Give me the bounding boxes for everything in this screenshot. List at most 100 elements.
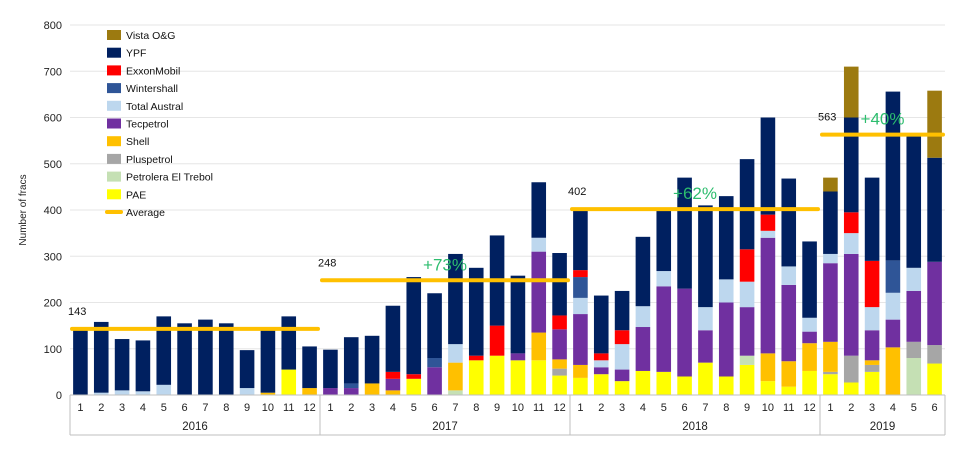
bar-segment	[448, 344, 463, 363]
y-axis-label: Number of fracs	[18, 174, 29, 245]
bar-segment	[364, 335, 380, 384]
bar-segment	[573, 314, 588, 365]
bar-segment	[802, 343, 817, 371]
bar-segment	[552, 375, 567, 395]
bar-segment	[843, 382, 859, 395]
growth-label: +62%	[673, 184, 717, 203]
y-tick-label: 200	[44, 298, 62, 310]
bar-segment	[635, 306, 651, 328]
legend-label: ExxonMobil	[126, 65, 180, 77]
x-tick-label: 2	[98, 402, 104, 414]
growth-label: +73%	[423, 255, 467, 274]
bar-segment	[343, 388, 359, 395]
bar-segment	[531, 182, 547, 238]
bar-segment	[718, 279, 734, 303]
bar-segment	[177, 323, 192, 395]
legend-swatch	[107, 47, 121, 58]
legend-swatch	[107, 100, 121, 111]
bar-segment	[239, 388, 255, 395]
bar-segment	[885, 260, 901, 293]
bar-segment	[656, 286, 672, 372]
bar-segment	[302, 346, 317, 389]
bar-segment	[73, 328, 88, 395]
x-tick-label: 4	[890, 402, 896, 414]
x-tick-label: 3	[619, 402, 625, 414]
x-tick-label: 7	[702, 402, 708, 414]
bar-segment	[823, 371, 838, 375]
bars	[73, 66, 942, 395]
bar-segment	[781, 284, 797, 362]
x-tick-label: 6	[682, 402, 688, 414]
bar-segment	[385, 378, 401, 391]
bar-segment	[843, 355, 859, 383]
legend: Vista O&G YPF ExxonMobil Wintershall Total A…	[105, 30, 213, 219]
x-tick-label: 9	[244, 402, 250, 414]
bar-segment	[760, 117, 776, 215]
bar-segment	[573, 364, 588, 378]
legend-label: Pluspetrol	[126, 154, 173, 166]
legend-swatch	[107, 171, 121, 182]
x-tick-label: 7	[202, 402, 208, 414]
y-tick-label: 100	[44, 344, 62, 356]
bar-segment	[260, 392, 276, 395]
x-tick-label: 1	[77, 402, 83, 414]
bar-segment	[552, 329, 567, 360]
bar-segment	[385, 371, 401, 379]
legend-swatch	[107, 189, 121, 200]
x-tick-label: 6	[182, 402, 188, 414]
bar-segment	[489, 325, 505, 356]
bar-segment	[635, 236, 651, 307]
bar-segment	[552, 315, 567, 330]
bar-segment	[843, 253, 859, 356]
bar-segment	[739, 281, 755, 308]
x-tick-label: 10	[762, 402, 774, 414]
bar-segment	[93, 321, 109, 393]
year-label: 2017	[432, 421, 458, 433]
legend-label: Tecpetrol	[126, 119, 169, 131]
x-tick-label: 4	[140, 402, 146, 414]
bar-segment	[864, 260, 880, 308]
x-tick-label: 3	[119, 402, 125, 414]
bar-segment	[198, 319, 213, 395]
average-value-label: 563	[818, 112, 836, 124]
bar-segment	[864, 371, 880, 395]
x-tick-label: 1	[827, 402, 833, 414]
bar-segment	[573, 270, 588, 278]
bar-segment	[823, 341, 838, 372]
x-tick-label: 2	[848, 402, 854, 414]
bar-segment	[239, 350, 255, 389]
x-tick-label: 4	[390, 402, 396, 414]
y-tick-label: 0	[56, 390, 62, 402]
bar-segment	[739, 159, 755, 250]
bar-segment	[698, 330, 713, 363]
x-tick-label: 11	[783, 402, 794, 414]
bar-segment	[573, 377, 588, 395]
bar-segment	[823, 177, 838, 192]
x-axis: 1 2 3 4 5 6 7 8 9 10 11 12 1 2 3 4 5 6 7 8 9 10 11 12 1 2 3 4 5 6 7 8 9 1…	[69, 394, 946, 436]
bar-segment	[760, 230, 776, 238]
y-tick-label: 600	[44, 113, 62, 125]
bar-segment	[823, 253, 838, 264]
bar-segment	[427, 293, 442, 358]
bar-segment	[448, 362, 463, 391]
bar-segment	[93, 392, 109, 395]
bar-segment	[885, 319, 901, 348]
bar-segment	[510, 353, 526, 361]
bar-segment	[260, 330, 276, 393]
y-tick-label: 800	[44, 20, 62, 32]
bar-segment	[552, 368, 567, 376]
bar-segment	[781, 178, 797, 267]
bar-segment	[573, 210, 588, 271]
bar-segment	[927, 363, 942, 395]
x-tick-label: 11	[283, 402, 294, 414]
bar-segment	[698, 205, 713, 308]
x-tick-label: 4	[640, 402, 646, 414]
bar-segment	[802, 370, 817, 395]
bar-segment	[802, 241, 817, 318]
bar-segment	[427, 367, 442, 395]
bar-segment	[885, 347, 901, 395]
bar-segment	[677, 288, 692, 377]
x-tick-label: 12	[303, 402, 315, 414]
x-tick-label: 12	[803, 402, 815, 414]
legend-label: Wintershall	[126, 83, 178, 95]
